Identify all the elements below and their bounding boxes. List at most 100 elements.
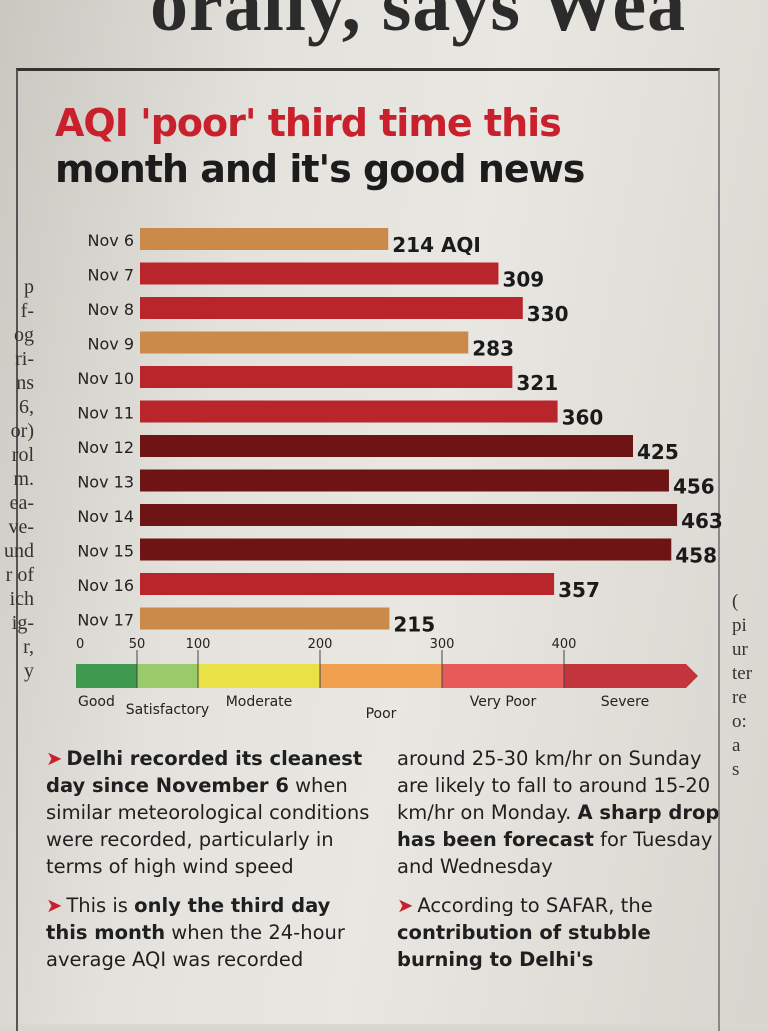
right-fragment: ur [732,639,748,660]
chart-frame [16,68,720,1031]
category-label: Nov 12 [77,438,134,457]
scale-band [564,664,698,688]
left-fragment: p [24,276,34,298]
category-label: Nov 7 [88,266,135,285]
right-fragment: pi [732,615,747,636]
bar [140,435,633,457]
paragraph-2: ➤ This is only the third day this month w… [46,892,376,973]
paragraph-2-text: when the 24-hour average AQI was recorde… [46,921,345,971]
article-text: ➤ Delhi recorded its cleanest day since N… [40,745,730,1025]
left-fragment: r of [5,564,34,586]
bar [140,573,555,595]
category-label: Nov 16 [77,576,134,595]
left-fragment: or) [10,420,34,442]
article-left-column: ➤ Delhi recorded its cleanest day since N… [46,745,376,985]
scale-band-label: Good [78,694,115,710]
paragraph-2-bold: only the third day this month [46,894,331,944]
right-fragment: ( [732,591,739,612]
category-label: Nov 8 [88,300,135,319]
bar [140,262,499,285]
value-label: 321 [516,371,558,395]
paragraph-3-bold: A sharp drop has been forecast [397,801,720,851]
value-label: 357 [558,578,600,602]
value-label: 215 [393,613,435,637]
category-label: Nov 6 [88,231,135,250]
paragraph-4-pre: According to SAFAR, the [417,894,653,917]
scale-band-label: Very Poor [470,694,537,710]
paragraph-4-bold: contribution of stubble burning to Delhi… [397,921,651,971]
scale-band-label: Satisfactory [126,702,209,718]
bar [140,607,390,630]
title-line-1: AQI 'poor' third time this [55,101,562,145]
bar [140,538,672,561]
paragraph-1-bold: Delhi recorded its cleanest day since No… [46,747,363,797]
paragraph-1: ➤ Delhi recorded its cleanest day since N… [46,745,376,880]
paragraph-2-pre: This is [66,894,135,917]
value-label: 283 [472,337,514,361]
left-fragment: ri- [15,348,34,370]
category-label: Nov 13 [77,473,134,492]
category-label: Nov 15 [77,542,134,561]
value-label: 214 AQI [392,233,481,257]
bar [140,297,523,319]
value-label: 463 [681,509,723,533]
left-fragment: ns [16,372,34,394]
scale-band [198,664,320,688]
bar [140,469,669,492]
chart-title: AQI 'poor' third time this month and it'… [55,100,695,192]
bar [140,366,513,388]
paragraph-1-text: when similar meteorological conditions w… [46,774,370,878]
paragraph-3-end: for Tuesday and Wednesday [397,828,713,878]
paragraph-3: around 25-30 km/hr on Sunday are likely … [397,745,727,880]
arrow-bullet-icon: ➤ [46,894,63,917]
category-label: Nov 11 [77,404,134,423]
scale-band [137,664,198,688]
arrow-bullet-icon: ➤ [46,747,63,770]
bar [140,400,558,423]
title-line-2: month and it's good news [55,147,585,191]
scale-tick: 400 [552,637,577,652]
scale-tick: 50 [129,637,146,652]
right-fragment: ter [732,663,753,684]
scale-band-label: Moderate [226,694,293,710]
left-fragment: og [14,324,34,346]
left-fragment: ich [9,588,34,610]
left-column-fragments: p f-og ri-ns 6, or) rol m. ea-ve-und r of ich ig-r… [0,275,36,695]
value-label: 458 [675,544,717,568]
left-fragment: f- [20,300,34,322]
right-fragment: a [732,735,741,756]
overhang-headline: orally, says Wea [150,0,687,47]
scale-band [320,664,442,688]
left-fragment: m. [13,468,34,490]
article-right-column: around 25-30 km/hr on Sunday are likely … [397,745,727,985]
right-fragment: re [732,687,747,708]
scale-tick: 300 [430,637,455,652]
left-fragment: r, [23,636,34,658]
arrow-bullet-icon: ➤ [397,894,414,917]
scale-tick: 100 [186,637,211,652]
scale-band-label: Severe [601,694,649,710]
left-fragment: 6, [19,396,34,418]
value-label: 456 [673,475,715,499]
category-label: Nov 10 [77,369,134,388]
bar [140,228,389,250]
scale-tick: 0 [76,637,84,652]
scale-band [76,664,137,688]
left-fragment: und [4,540,34,562]
value-label: 425 [637,440,679,464]
value-label: 330 [527,302,569,326]
paragraph-3-text: around 25-30 km/hr on Sunday are likely … [397,747,711,824]
paragraph-4: ➤ According to SAFAR, the contribution of… [397,892,727,973]
value-label: 309 [502,268,544,292]
aqi-bar-chart: Nov 6 214 AQI Nov 7 309 Nov 8 330 Nov 9 283 Nov … [76,228,723,722]
left-fragment: ea- [9,492,34,514]
right-fragment: s [732,759,740,780]
scale-tick: 200 [308,637,333,652]
left-fragment: ig- [11,612,34,634]
bar [140,331,469,354]
left-fragment: ve- [8,516,34,538]
scale-band [442,664,564,688]
category-label: Nov 14 [77,507,134,526]
value-label: 360 [562,406,604,430]
category-label: Nov 17 [77,611,134,630]
